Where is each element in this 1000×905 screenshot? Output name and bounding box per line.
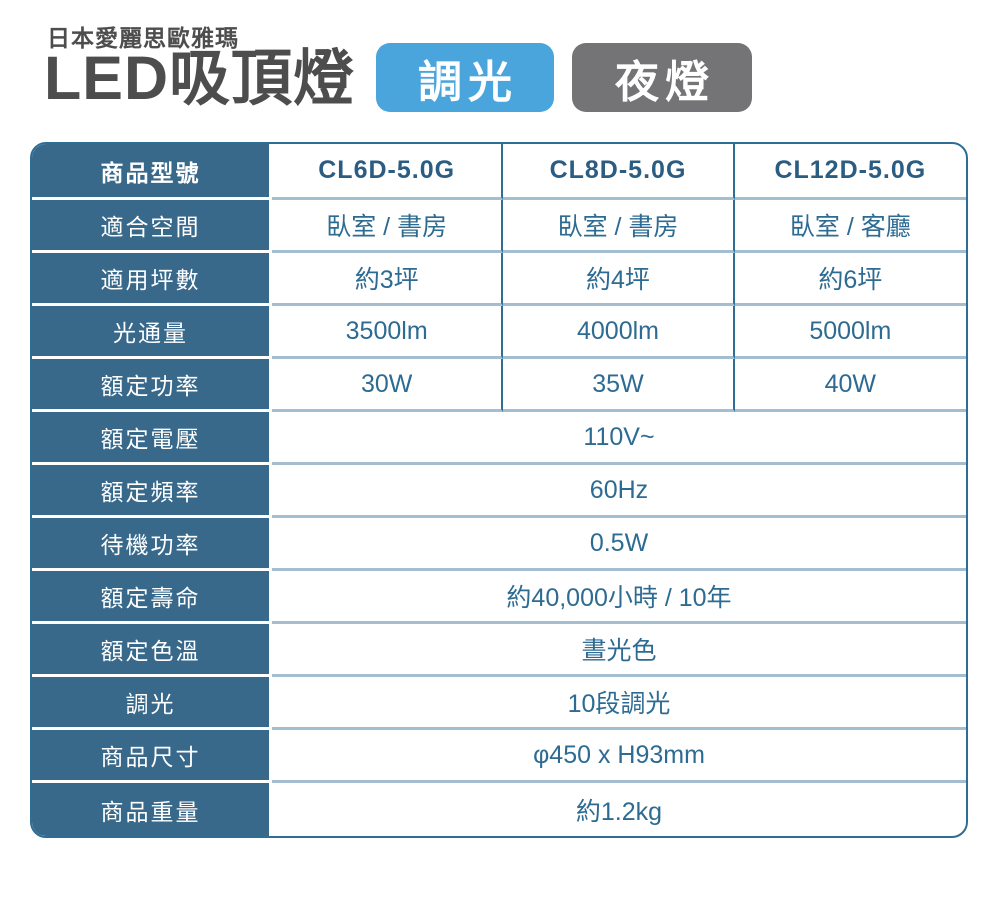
spec-value: 110V~ bbox=[272, 412, 966, 465]
col-header-label: 商品型號 bbox=[32, 144, 272, 200]
spec-value: 晝光色 bbox=[272, 624, 966, 677]
spec-row-label: 待機功率 bbox=[32, 518, 272, 571]
spec-value: 60Hz bbox=[272, 465, 966, 518]
spec-row-label: 額定壽命 bbox=[32, 571, 272, 624]
spec-value: 臥室 / 書房 bbox=[503, 200, 735, 253]
nightlight-badge: 夜燈 bbox=[572, 43, 752, 112]
page-title: LED吸頂燈 bbox=[44, 44, 356, 112]
spec-value: 4000lm bbox=[503, 306, 735, 359]
spec-value: 3500lm bbox=[272, 306, 504, 359]
dimming-badge: 調光 bbox=[376, 43, 554, 112]
brand-name: 日本愛麗思歐雅瑪 bbox=[47, 25, 239, 51]
spec-value: 臥室 / 客廳 bbox=[734, 200, 966, 253]
spec-table: 商品型號 CL6D-5.0G CL8D-5.0G CL12D-5.0G 適合空間… bbox=[30, 142, 968, 838]
spec-value: 40W bbox=[734, 359, 966, 412]
spec-value: 約3坪 bbox=[272, 253, 504, 306]
spec-value: 約40,000小時 / 10年 bbox=[272, 571, 966, 624]
spec-row-label: 調光 bbox=[32, 677, 272, 730]
spec-row-label: 額定功率 bbox=[32, 359, 272, 412]
spec-value: 30W bbox=[272, 359, 504, 412]
spec-value: 約6坪 bbox=[734, 253, 966, 306]
spec-value: 5000lm bbox=[734, 306, 966, 359]
spec-row-label: 額定頻率 bbox=[32, 465, 272, 518]
spec-value: 約4坪 bbox=[503, 253, 735, 306]
spec-value: 35W bbox=[503, 359, 735, 412]
model-name: CL12D-5.0G bbox=[734, 144, 966, 200]
spec-row-label: 商品重量 bbox=[32, 783, 272, 836]
spec-row-label: 商品尺寸 bbox=[32, 730, 272, 783]
spec-row-label: 光通量 bbox=[32, 306, 272, 359]
spec-value: 臥室 / 書房 bbox=[272, 200, 504, 253]
spec-value: 0.5W bbox=[272, 518, 966, 571]
model-name: CL8D-5.0G bbox=[503, 144, 735, 200]
spec-value: 10段調光 bbox=[272, 677, 966, 730]
spec-value: 約1.2kg bbox=[575, 797, 663, 826]
spec-row-label: 額定色溫 bbox=[32, 624, 272, 677]
spec-row-label: 適用坪數 bbox=[32, 253, 272, 306]
model-name: CL6D-5.0G bbox=[272, 144, 504, 200]
spec-row-label: 額定電壓 bbox=[32, 412, 272, 465]
spec-value: φ450 x H93mm bbox=[272, 730, 966, 783]
spec-row-label: 適合空間 bbox=[32, 200, 272, 253]
